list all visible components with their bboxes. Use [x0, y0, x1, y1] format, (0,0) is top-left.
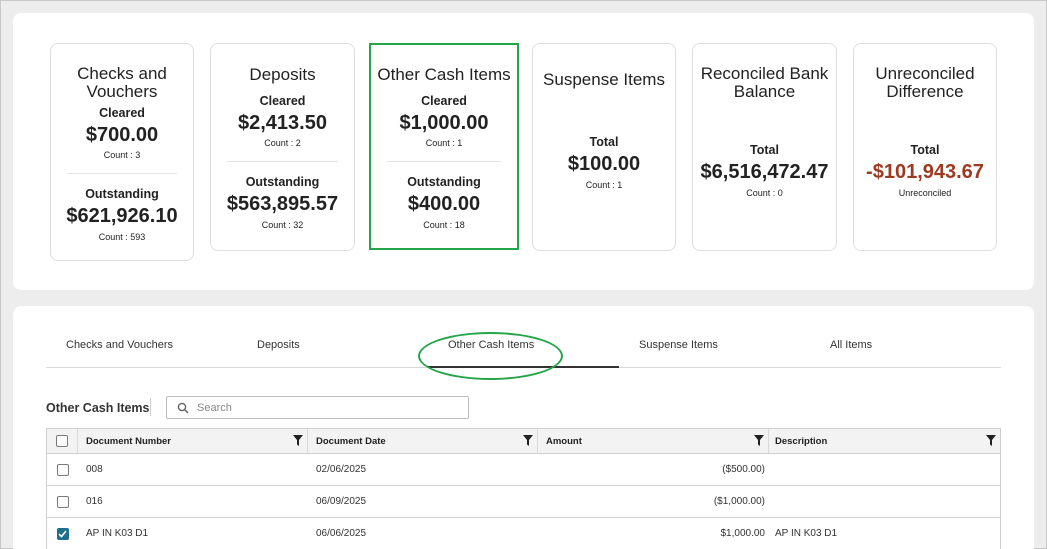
divider: [150, 398, 151, 416]
total-amount: -$101,943.67: [866, 161, 984, 183]
row-select-cell: [47, 454, 78, 485]
cleared-count: Count : 1: [425, 138, 463, 148]
column-header-description[interactable]: Description: [769, 429, 1000, 453]
card-other-cash-items[interactable]: Other Cash Items Cleared $1,000.00 Count…: [369, 43, 519, 250]
divider: [67, 173, 177, 174]
card-checks-and-vouchers[interactable]: Checks and Vouchers Cleared $700.00 Coun…: [50, 43, 194, 261]
cleared-amount: $1,000.00: [399, 112, 489, 134]
unreconciled-label: Unreconciled: [898, 188, 952, 198]
column-label: Description: [775, 435, 828, 447]
card-title: Deposits: [249, 65, 316, 84]
row-select-cell: [47, 486, 78, 517]
outstanding-count: Count : 32: [261, 220, 304, 230]
document-number-cell: 008: [86, 464, 103, 475]
outstanding-amount: $563,895.57: [226, 193, 339, 215]
table-row[interactable]: 008 02/06/2025 ($500.00): [47, 454, 1000, 486]
card-title: Other Cash Items: [377, 65, 511, 84]
total-amount: $6,516,472.47: [700, 161, 829, 183]
tab-suspense-items[interactable]: Suspense Items: [639, 339, 718, 351]
card-title-line2: Balance: [733, 82, 796, 101]
divider: [387, 161, 501, 162]
amount-cell: $1,000.00: [720, 528, 766, 539]
outstanding-amount: $621,926.10: [66, 205, 178, 227]
filter-icon[interactable]: [293, 435, 303, 446]
select-all-checkbox[interactable]: [56, 435, 68, 447]
tab-all-items[interactable]: All Items: [830, 339, 873, 351]
grid-header: Document Number Document Date Amount Des…: [47, 429, 1000, 454]
card-title-line1: Unreconciled: [875, 64, 975, 83]
total-label: Total: [750, 143, 779, 157]
document-date-cell: 06/09/2025: [316, 496, 367, 507]
outstanding-label: Outstanding: [245, 175, 320, 189]
outstanding-count: Count : 593: [98, 232, 146, 242]
table-row[interactable]: 016 06/09/2025 ($1,000.00): [47, 486, 1000, 518]
column-label: Document Number: [86, 435, 171, 447]
items-panel: Checks and Vouchers Deposits Other Cash …: [13, 306, 1034, 549]
description-cell: [769, 486, 1000, 517]
row-checkbox[interactable]: [56, 495, 69, 508]
cleared-amount: $2,413.50: [238, 112, 327, 134]
total-amount: $100.00: [567, 153, 641, 175]
card-suspense-items[interactable]: Suspense Items Total $100.00 Count : 1: [532, 43, 676, 251]
card-title-line2: Difference: [886, 82, 964, 101]
column-header-amount[interactable]: Amount: [538, 429, 769, 453]
active-tab-indicator: [428, 366, 619, 368]
outstanding-amount: $400.00: [407, 193, 481, 215]
outstanding-count: Count : 18: [423, 220, 465, 230]
total-count: Count : 0: [746, 188, 783, 198]
card-title: Checks and Vouchers: [77, 64, 167, 101]
column-header-document-number[interactable]: Document Number: [78, 429, 308, 453]
select-all-cell: [47, 429, 78, 453]
row-checkbox-checked[interactable]: [56, 527, 69, 540]
filter-icon[interactable]: [523, 435, 533, 446]
document-number-cell: 016: [86, 496, 103, 507]
cleared-count: Count : 2: [264, 138, 301, 148]
document-date-cell: 02/06/2025: [316, 464, 367, 475]
amount-cell: ($500.00): [722, 464, 765, 475]
divider: [227, 161, 338, 162]
document-number-cell: AP IN K03 D1: [86, 528, 149, 539]
card-title: Suspense Items: [543, 70, 665, 89]
card-reconciled-bank-balance[interactable]: Reconciled Bank Balance Total $6,516,472…: [692, 43, 837, 251]
description-cell: [769, 454, 1000, 485]
cleared-count: Count : 3: [103, 150, 141, 160]
total-label: Total: [589, 135, 619, 149]
row-select-cell: [47, 518, 78, 549]
cleared-label: Cleared: [259, 94, 306, 108]
table-row[interactable]: AP IN K03 D1 06/06/2025 $1,000.00 AP IN …: [47, 518, 1000, 549]
summary-panel: Checks and Vouchers Cleared $700.00 Coun…: [13, 13, 1034, 290]
column-header-document-date[interactable]: Document Date: [308, 429, 538, 453]
cleared-label: Cleared: [421, 94, 467, 108]
items-grid: Document Number Document Date Amount Des…: [46, 428, 1001, 549]
search-input[interactable]: [197, 399, 462, 416]
card-deposits[interactable]: Deposits Cleared $2,413.50 Count : 2 Out…: [210, 43, 355, 251]
filter-icon[interactable]: [986, 435, 996, 446]
description-cell: AP IN K03 D1: [775, 528, 838, 539]
row-checkbox[interactable]: [56, 463, 69, 476]
tab-bar: Checks and Vouchers Deposits Other Cash …: [46, 328, 1001, 380]
checkmark-icon: [58, 529, 67, 538]
cleared-label: Cleared: [99, 106, 145, 120]
section-title: Other Cash Items: [46, 401, 150, 415]
document-date-cell: 06/06/2025: [316, 528, 367, 539]
search-icon: [177, 402, 189, 414]
tab-other-cash-items[interactable]: Other Cash Items: [448, 339, 535, 351]
total-label: Total: [910, 143, 940, 157]
total-count: Count : 1: [585, 180, 623, 190]
cleared-amount: $700.00: [85, 124, 159, 146]
card-title-line1: Reconciled Bank: [700, 64, 829, 83]
column-label: Document Date: [316, 435, 386, 447]
amount-cell: ($1,000.00): [713, 496, 765, 507]
tab-deposits[interactable]: Deposits: [257, 339, 300, 351]
outstanding-label: Outstanding: [85, 187, 159, 201]
column-label: Amount: [546, 435, 582, 447]
outstanding-label: Outstanding: [407, 175, 481, 189]
card-unreconciled-difference[interactable]: Unreconciled Difference Total -$101,943.…: [853, 43, 997, 251]
filter-icon[interactable]: [754, 435, 764, 446]
search-box[interactable]: [166, 396, 469, 419]
tab-checks-and-vouchers[interactable]: Checks and Vouchers: [66, 339, 174, 351]
